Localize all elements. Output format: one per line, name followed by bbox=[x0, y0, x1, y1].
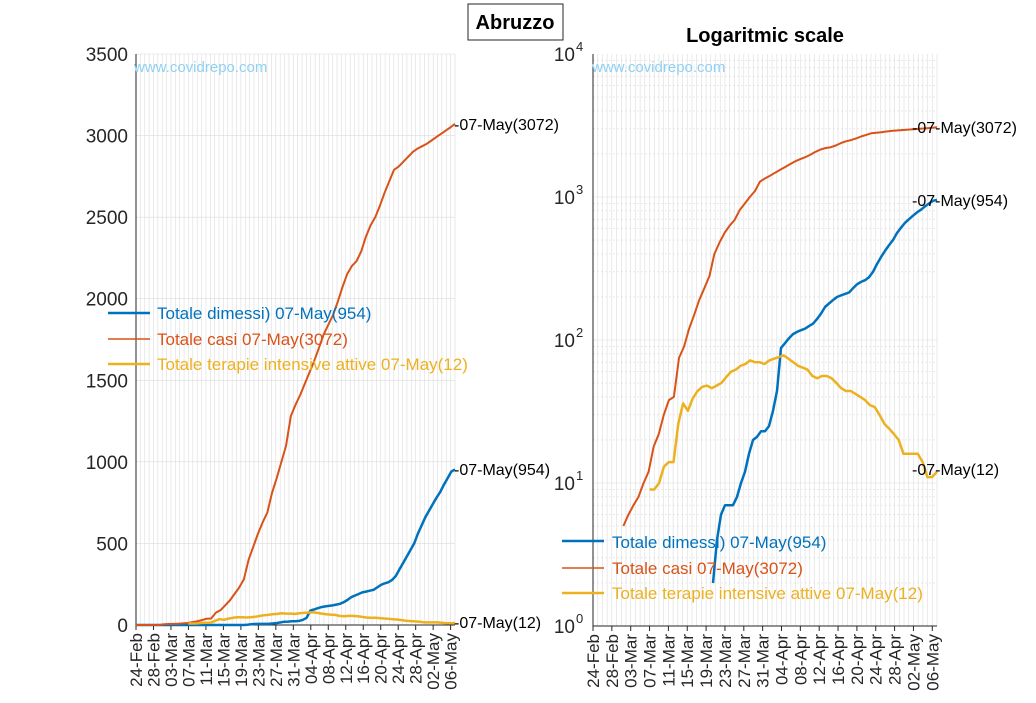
y-tick-label: 0 bbox=[117, 616, 128, 637]
x-tick-label: 28-Apr bbox=[407, 633, 426, 684]
end-label-dimessi-log: -07-May(954) bbox=[912, 193, 1008, 210]
legend-right: Totale dimessi) 07-May(954) Totale casi … bbox=[562, 533, 923, 603]
end-label-terapie: -07-May(12) bbox=[454, 615, 541, 632]
x-tick-label: 12-Apr bbox=[810, 634, 829, 685]
x-tick-label: 20-Apr bbox=[848, 634, 867, 685]
legend-label-dimessi-log: Totale dimessi) 07-May(954) bbox=[612, 533, 826, 552]
y-tick-label: 10 bbox=[554, 188, 575, 209]
series-line-dimessi-log bbox=[711, 198, 938, 584]
y-tick-exponent: 4 bbox=[576, 39, 583, 54]
x-tick-label: 06-May bbox=[923, 634, 942, 691]
x-tick-label: 31-Mar bbox=[754, 634, 773, 688]
series-line-dimessi bbox=[136, 468, 456, 627]
x-tick-label: 06-May bbox=[442, 633, 461, 690]
x-tick-label: 16-Apr bbox=[354, 633, 373, 684]
x-tick-label: 02-May bbox=[904, 634, 923, 691]
legend-label-terapie: Totale terapie intensive attive 07-May(1… bbox=[157, 355, 468, 374]
x-tick-label: 03-Mar bbox=[162, 633, 181, 687]
end-label-casi: -07-May(3072) bbox=[454, 117, 559, 134]
y-tick-label: 2500 bbox=[86, 208, 128, 229]
legend-label-dimessi: Totale dimessi) 07-May(954) bbox=[157, 304, 371, 323]
x-tick-label: 20-Apr bbox=[372, 633, 391, 684]
y-tick-label: 10 bbox=[554, 331, 575, 352]
x-tick-label: 27-Mar bbox=[267, 633, 286, 687]
watermark-left: www.covidrepo.com bbox=[133, 59, 267, 76]
x-tick-label: 02-May bbox=[424, 633, 443, 690]
x-tick-label: 16-Apr bbox=[829, 634, 848, 685]
y-tick-exponent: 3 bbox=[576, 182, 583, 197]
x-tick-label: 08-Apr bbox=[791, 634, 810, 685]
y-tick-exponent: 2 bbox=[576, 325, 583, 340]
x-tick-label: 24-Feb bbox=[584, 634, 603, 688]
y-tick-label: 10 bbox=[554, 617, 575, 638]
x-tick-label: 03-Mar bbox=[622, 634, 641, 688]
series-line-terapie-log bbox=[649, 354, 938, 491]
x-tick-label: 15-Mar bbox=[214, 633, 233, 687]
legend-label-casi-log: Totale casi 07-May(3072) bbox=[612, 559, 803, 578]
x-tick-label: 28-Feb bbox=[603, 634, 622, 688]
log-scale-panel: 24-Feb 28-Feb 03-Mar 07-Mar 11-Mar 15-Mar 19-M… bbox=[554, 39, 942, 691]
legend-left: Totale dimessi) 07-May(954) Totale casi … bbox=[108, 304, 468, 374]
series-line-terapie bbox=[188, 611, 456, 625]
x-tick-label: 19-Mar bbox=[232, 633, 251, 687]
y-tick-label: 3500 bbox=[86, 45, 128, 66]
y-tick-label: 1500 bbox=[86, 371, 128, 392]
x-tick-label: 08-Apr bbox=[319, 633, 338, 684]
figure-title-box bbox=[467, 3, 564, 41]
x-tick-label: 24-Feb bbox=[127, 633, 146, 687]
x-tick-label: 24-Apr bbox=[867, 634, 886, 685]
x-tick-label: 28-Feb bbox=[144, 633, 163, 687]
y-tick-label: 3000 bbox=[86, 127, 128, 148]
x-tick-label: 24-Apr bbox=[389, 633, 408, 684]
end-label-terapie-log: -07-May(12) bbox=[912, 462, 999, 479]
x-tick-label: 11-Mar bbox=[659, 634, 678, 687]
legend-label-casi: Totale casi 07-May(3072) bbox=[157, 330, 348, 349]
x-tick-label: 07-Mar bbox=[641, 634, 660, 688]
x-tick-label: 23-Mar bbox=[249, 633, 268, 687]
y-tick-label: 10 bbox=[554, 474, 575, 495]
x-tick-label: 12-Apr bbox=[337, 633, 356, 684]
x-tick-label: 04-Apr bbox=[772, 634, 791, 685]
y-tick-exponent: 0 bbox=[576, 611, 583, 626]
x-tick-label: 19-Mar bbox=[697, 634, 716, 688]
x-tick-label: 04-Apr bbox=[302, 633, 321, 684]
y-tick-label: 500 bbox=[96, 534, 128, 555]
x-tick-label: 11-Mar bbox=[197, 633, 216, 686]
legend-label-terapie-log: Totale terapie intensive attive 07-May(1… bbox=[612, 584, 923, 603]
end-label-casi-log: -07-May(3072) bbox=[912, 120, 1017, 137]
watermark-right: www.covidrepo.com bbox=[591, 59, 725, 76]
y-tick-label: 10 bbox=[554, 45, 575, 66]
x-tick-label: 15-Mar bbox=[678, 634, 697, 688]
x-tick-label: 23-Mar bbox=[716, 634, 735, 688]
figure-title: Abruzzo bbox=[476, 12, 555, 34]
linear-scale-panel: 24-Feb28-Feb03-Mar07-Mar11-Mar15-Mar19-M… bbox=[86, 45, 461, 690]
x-tick-label: 07-Mar bbox=[179, 633, 198, 687]
y-tick-label: 2000 bbox=[86, 290, 128, 311]
log-panel-title: Logaritmic scale bbox=[686, 25, 844, 47]
x-tick-label: 28-Apr bbox=[886, 634, 905, 685]
end-label-dimessi: -07-May(954) bbox=[454, 462, 550, 479]
y-tick-label: 1000 bbox=[86, 453, 128, 474]
series-line-casi-log bbox=[622, 126, 938, 527]
x-tick-label: 31-Mar bbox=[284, 633, 303, 687]
x-tick-label: 27-Mar bbox=[735, 634, 754, 688]
y-tick-exponent: 1 bbox=[576, 468, 583, 483]
